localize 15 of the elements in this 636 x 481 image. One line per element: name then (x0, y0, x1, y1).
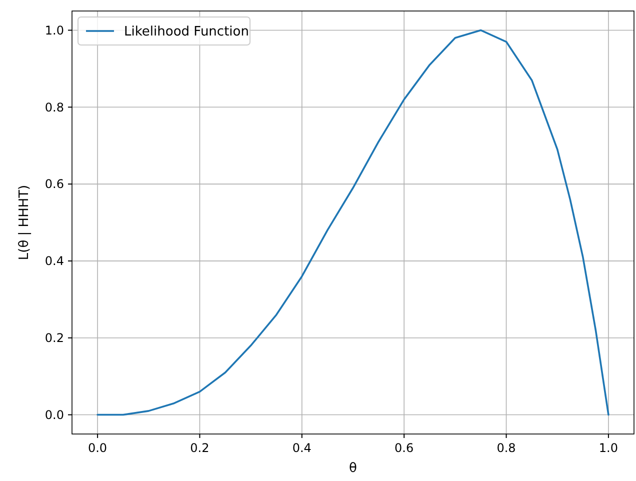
x-tick-label: 0.6 (394, 441, 414, 455)
x-axis-title: θ (349, 461, 358, 476)
x-tick-label: 1.0 (598, 441, 618, 455)
x-tick-label: 0.8 (496, 441, 516, 455)
x-tick-label: 0.4 (292, 441, 312, 455)
y-axis-title: L(θ | HHHT) (17, 184, 32, 260)
y-tick-label: 0.4 (44, 254, 64, 268)
y-tick-label: 0.8 (44, 100, 64, 114)
y-tick-label: 0.6 (44, 177, 64, 192)
y-tick-label: 1.0 (44, 23, 64, 38)
y-tick-label: 0.2 (44, 331, 64, 346)
x-tick-label: 0.2 (190, 441, 210, 455)
legend-label: Likelihood Function (124, 24, 249, 40)
y-tick-label: 0.0 (44, 408, 64, 422)
x-tick-label: 0.0 (88, 441, 108, 455)
